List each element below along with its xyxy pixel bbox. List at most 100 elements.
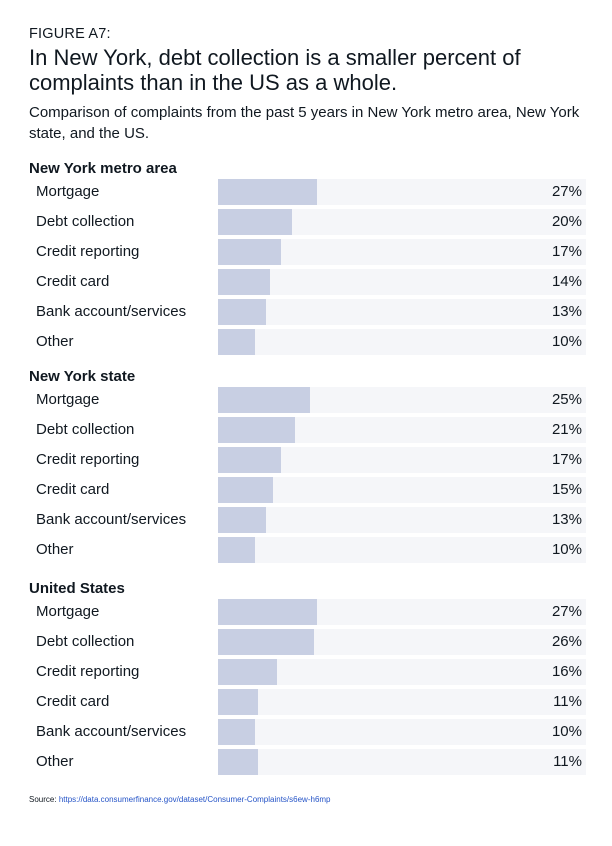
data-label: 15% — [551, 481, 582, 498]
bar-row: Debt collection 21% — [29, 417, 589, 443]
chart-subtitle: Comparison of complaints from the past 5… — [29, 104, 580, 142]
bar-row: Bank account/services 10% — [29, 719, 589, 745]
bar-track: 13% — [218, 299, 586, 325]
source-prefix: Source: — [29, 795, 57, 804]
data-label: 11% — [553, 753, 582, 770]
bar-track: 10% — [218, 537, 586, 563]
bar — [218, 689, 259, 715]
category-label: Debt collection — [36, 421, 135, 438]
bar-track: 14% — [218, 269, 586, 295]
section-heading: New York state — [29, 368, 136, 385]
category-label: Credit reporting — [36, 451, 140, 468]
bar-track: 21% — [218, 417, 586, 443]
bar-row: Bank account/services 13% — [29, 299, 589, 325]
bar-track: 10% — [218, 719, 586, 745]
bar-row: Credit reporting 17% — [29, 447, 589, 473]
category-label: Credit reporting — [36, 243, 140, 260]
bar — [218, 599, 318, 625]
data-label: 25% — [551, 391, 582, 408]
category-label: Other — [36, 333, 74, 350]
bar-track: 26% — [218, 629, 586, 655]
data-label: 21% — [551, 421, 582, 438]
bar-track: 11% — [218, 749, 586, 775]
category-label: Credit card — [36, 481, 110, 498]
section-heading: United States — [29, 580, 125, 597]
data-label: 27% — [551, 603, 582, 620]
category-label: Debt collection — [36, 633, 135, 650]
category-label: Mortgage — [36, 603, 100, 620]
bar-row: Debt collection 20% — [29, 209, 589, 235]
bar — [218, 387, 310, 413]
bar-row: Bank account/services 13% — [29, 507, 589, 533]
bar-row: Mortgage 25% — [29, 387, 589, 413]
bar-row: Mortgage 27% — [29, 599, 589, 625]
bar — [218, 179, 318, 205]
bar-row: Mortgage 27% — [29, 179, 589, 205]
category-label: Bank account/services — [36, 303, 187, 320]
bar-track: 17% — [218, 239, 586, 265]
bar-row: Credit card 14% — [29, 269, 589, 295]
bar-row: Debt collection 26% — [29, 629, 589, 655]
data-label: 13% — [551, 303, 582, 320]
chart-section: New York state Mortgage 25% Debt collection… — [29, 367, 589, 567]
bar — [218, 659, 277, 685]
bar — [218, 447, 281, 473]
bar — [218, 417, 296, 443]
bar — [218, 329, 255, 355]
figure-label: FIGURE A7: — [29, 26, 111, 42]
bar — [218, 299, 266, 325]
category-label: Other — [36, 753, 74, 770]
bar-track: 20% — [218, 209, 586, 235]
category-label: Mortgage — [36, 183, 100, 200]
bar-track: 15% — [218, 477, 586, 503]
data-label: 16% — [551, 663, 582, 680]
data-label: 27% — [551, 183, 582, 200]
bar-track: 11% — [218, 689, 586, 715]
bar-track: 10% — [218, 329, 586, 355]
data-label: 14% — [551, 273, 582, 290]
bar — [218, 269, 270, 295]
chart-section: United States Mortgage 27% Debt collection 2… — [29, 579, 589, 779]
bar-track: 16% — [218, 659, 586, 685]
category-label: Credit card — [36, 693, 110, 710]
bar — [218, 507, 266, 533]
bar-track: 17% — [218, 447, 586, 473]
bar — [218, 537, 255, 563]
bar-track: 13% — [218, 507, 586, 533]
bar — [218, 477, 274, 503]
chart-section: New York metro area Mortgage 27% Debt colle… — [29, 159, 589, 359]
data-label: 13% — [551, 511, 582, 528]
data-label: 10% — [551, 333, 582, 350]
bar-row: Credit card 11% — [29, 689, 589, 715]
bar-track: 27% — [218, 179, 586, 205]
source-note: Source: https://data.consumerfinance.gov… — [29, 795, 331, 804]
chart-title: In New York, debt collection is a smalle… — [29, 45, 521, 95]
data-label: 20% — [551, 213, 582, 230]
source-link[interactable]: https://data.consumerfinance.gov/dataset… — [58, 795, 331, 804]
bar — [218, 719, 255, 745]
bar-track: 25% — [218, 387, 586, 413]
category-label: Other — [36, 541, 74, 558]
bar — [218, 629, 314, 655]
bar — [218, 239, 281, 265]
bar-row: Other 10% — [29, 537, 589, 563]
bar — [218, 209, 292, 235]
section-heading: New York metro area — [29, 160, 177, 177]
bar — [218, 749, 259, 775]
bar-row: Other 11% — [29, 749, 589, 775]
data-label: 26% — [551, 633, 582, 650]
data-label: 10% — [551, 723, 582, 740]
bar-row: Credit card 15% — [29, 477, 589, 503]
category-label: Bank account/services — [36, 511, 187, 528]
bar-track: 27% — [218, 599, 586, 625]
data-label: 10% — [551, 541, 582, 558]
category-label: Debt collection — [36, 213, 135, 230]
category-label: Mortgage — [36, 391, 100, 408]
data-label: 17% — [551, 451, 582, 468]
bar-row: Credit reporting 17% — [29, 239, 589, 265]
data-label: 11% — [553, 693, 582, 710]
data-label: 17% — [551, 243, 582, 260]
bar-row: Credit reporting 16% — [29, 659, 589, 685]
category-label: Bank account/services — [36, 723, 187, 740]
bar-row: Other 10% — [29, 329, 589, 355]
